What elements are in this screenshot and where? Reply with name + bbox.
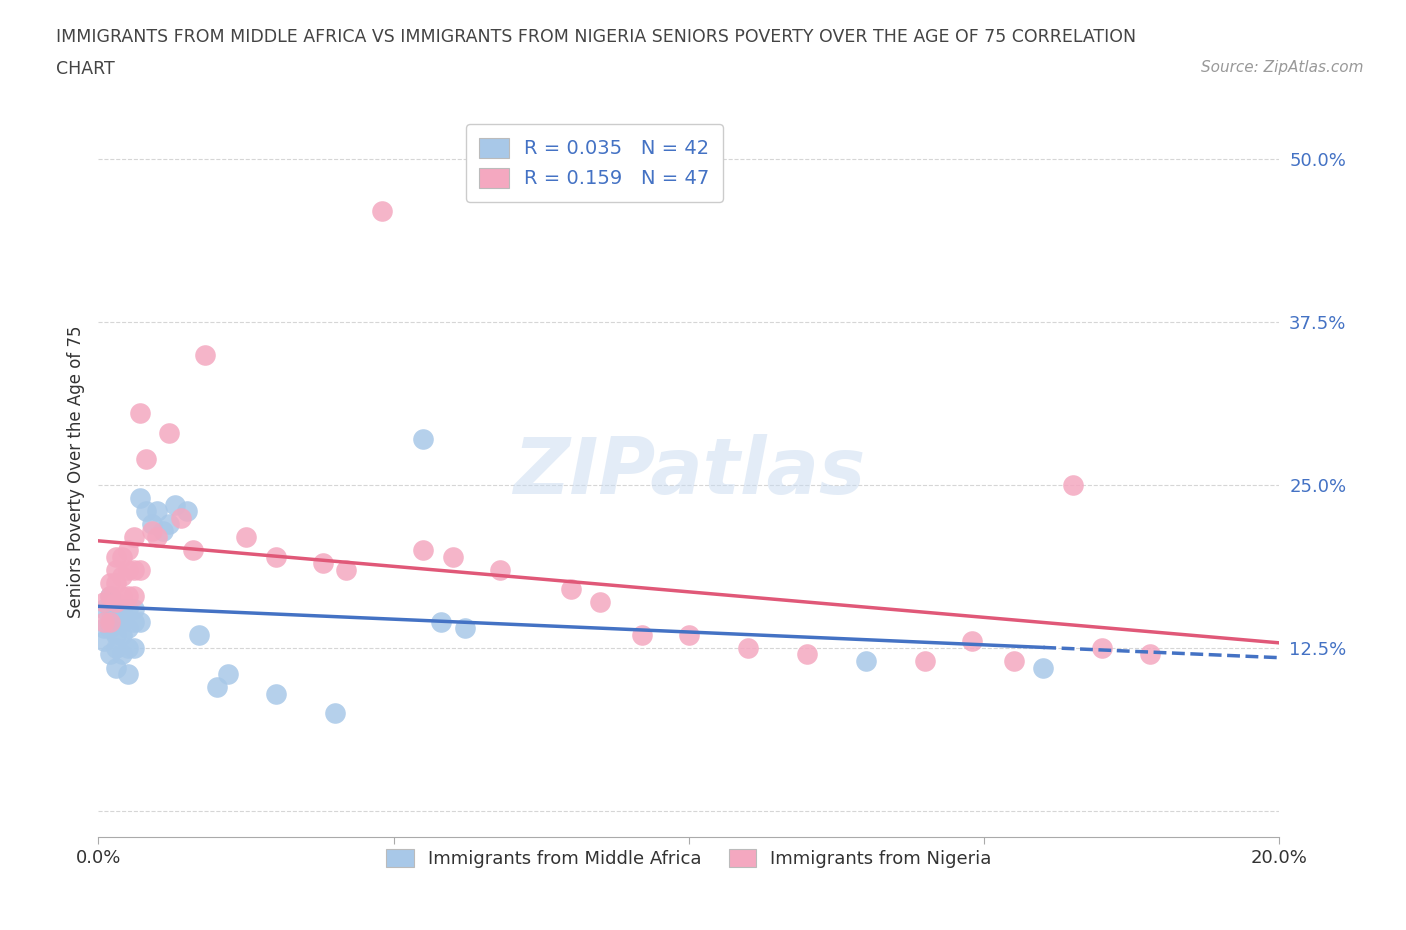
Legend: Immigrants from Middle Africa, Immigrants from Nigeria: Immigrants from Middle Africa, Immigrant… — [375, 838, 1002, 879]
Point — [105, 595, 128, 610]
Point — [194, 347, 217, 362]
Point — [122, 615, 145, 630]
Point — [560, 582, 582, 597]
Point — [165, 498, 187, 512]
Point — [335, 563, 357, 578]
Point — [98, 615, 121, 630]
Point — [205, 680, 228, 695]
Point — [98, 589, 121, 604]
Point — [176, 504, 198, 519]
Point — [135, 451, 157, 466]
Point — [371, 204, 394, 219]
Text: Source: ZipAtlas.com: Source: ZipAtlas.com — [1201, 60, 1364, 75]
Point — [737, 641, 759, 656]
Point — [111, 550, 134, 565]
Point — [855, 654, 877, 669]
Point — [105, 660, 128, 675]
Point — [111, 615, 134, 630]
Point — [98, 589, 121, 604]
Text: CHART: CHART — [56, 60, 115, 78]
Point — [141, 517, 163, 532]
Point — [157, 425, 180, 440]
Point — [122, 530, 145, 545]
Point — [157, 517, 180, 532]
Point — [187, 628, 209, 643]
Point — [453, 621, 475, 636]
Point — [312, 556, 335, 571]
Point — [98, 576, 121, 591]
Point — [1062, 478, 1084, 493]
Point — [111, 647, 134, 662]
Point — [264, 686, 287, 701]
Point — [93, 634, 115, 649]
Point — [117, 667, 139, 682]
Text: ZIPatlas: ZIPatlas — [513, 434, 865, 510]
Point — [128, 563, 150, 578]
Point — [117, 602, 139, 617]
Point — [489, 563, 512, 578]
Point — [630, 628, 652, 643]
Point — [111, 628, 134, 643]
Point — [962, 634, 984, 649]
Text: IMMIGRANTS FROM MIDDLE AFRICA VS IMMIGRANTS FROM NIGERIA SENIORS POVERTY OVER TH: IMMIGRANTS FROM MIDDLE AFRICA VS IMMIGRA… — [56, 28, 1136, 46]
Point — [146, 504, 169, 519]
Point — [128, 405, 150, 420]
Point — [141, 524, 163, 538]
Point — [1139, 647, 1161, 662]
Point — [430, 615, 453, 630]
Point — [217, 667, 239, 682]
Point — [105, 628, 128, 643]
Point — [117, 641, 139, 656]
Point — [111, 589, 134, 604]
Point — [412, 432, 434, 446]
Point — [111, 602, 134, 617]
Point — [796, 647, 818, 662]
Point — [111, 569, 134, 584]
Point — [98, 602, 121, 617]
Point — [914, 654, 936, 669]
Point — [117, 621, 139, 636]
Point — [122, 563, 145, 578]
Point — [117, 589, 139, 604]
Point — [146, 530, 169, 545]
Point — [323, 706, 346, 721]
Point — [128, 615, 150, 630]
Point — [589, 595, 612, 610]
Point — [1032, 660, 1054, 675]
Point — [93, 615, 115, 630]
Point — [181, 543, 204, 558]
Point — [122, 589, 145, 604]
Point — [93, 595, 115, 610]
Point — [105, 576, 128, 591]
Point — [441, 550, 464, 565]
Point — [678, 628, 700, 643]
Point — [93, 621, 115, 636]
Point — [135, 504, 157, 519]
Point — [105, 602, 128, 617]
Point — [105, 550, 128, 565]
Point — [117, 563, 139, 578]
Point — [128, 491, 150, 506]
Point — [122, 641, 145, 656]
Point — [264, 550, 287, 565]
Point — [98, 621, 121, 636]
Point — [1002, 654, 1025, 669]
Point — [122, 602, 145, 617]
Point — [105, 563, 128, 578]
Point — [105, 641, 128, 656]
Point — [1091, 641, 1114, 656]
Point — [117, 543, 139, 558]
Point — [170, 511, 193, 525]
Y-axis label: Seniors Poverty Over the Age of 75: Seniors Poverty Over the Age of 75 — [66, 326, 84, 618]
Point — [98, 647, 121, 662]
Point — [412, 543, 434, 558]
Point — [152, 524, 174, 538]
Point — [235, 530, 257, 545]
Point — [105, 615, 128, 630]
Point — [93, 602, 115, 617]
